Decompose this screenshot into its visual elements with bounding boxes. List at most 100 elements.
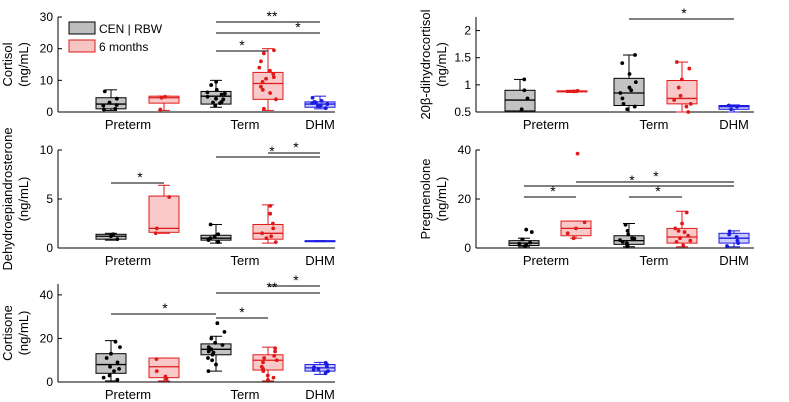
data-point — [264, 236, 269, 241]
legend-swatch — [68, 21, 96, 35]
y-axis-title: 20β-dihydrocortisol — [418, 9, 433, 119]
data-point — [676, 85, 681, 90]
data-point — [261, 360, 265, 365]
data-point — [209, 347, 214, 352]
data-point — [323, 371, 328, 376]
data-point — [153, 231, 158, 236]
x-category-label: Preterm — [105, 117, 151, 132]
data-point — [620, 96, 625, 101]
data-point — [623, 222, 628, 227]
box-cen-rbw-preterm — [95, 232, 127, 242]
data-point — [112, 369, 116, 374]
data-point — [214, 362, 218, 367]
data-point — [315, 104, 320, 109]
data-point — [219, 92, 224, 97]
x-category-label: Term — [231, 117, 260, 132]
data-point — [115, 377, 120, 382]
box-iqr — [148, 357, 180, 379]
data-point — [618, 91, 623, 95]
y-axis-title: Cortisol — [0, 42, 15, 86]
data-point — [678, 236, 682, 241]
data-point — [735, 104, 739, 109]
data-point — [625, 228, 630, 233]
data-point — [265, 373, 270, 378]
legend-swatch — [68, 39, 96, 53]
box-6-months-preterm — [556, 88, 588, 94]
data-point — [520, 237, 525, 242]
data-point — [273, 346, 278, 351]
y-axis-units: (ng/mL) — [16, 311, 31, 356]
data-point — [216, 240, 221, 245]
box-iqr — [718, 104, 750, 110]
data-point — [522, 77, 527, 82]
data-point — [154, 226, 159, 231]
box-6-months-preterm — [560, 151, 592, 241]
data-point — [624, 241, 629, 246]
significance-label: * — [293, 139, 299, 155]
box-cen-rbw-preterm — [508, 227, 540, 248]
x-category-label: DHM — [719, 117, 749, 132]
data-point — [115, 237, 120, 242]
data-point — [272, 353, 277, 358]
data-point — [325, 102, 330, 106]
data-point — [154, 369, 159, 374]
box-iqr — [148, 195, 180, 233]
data-point — [206, 345, 211, 350]
data-point — [101, 375, 106, 380]
data-point — [729, 107, 734, 112]
box-cen-rbw-preterm — [95, 89, 127, 112]
box-dhm-dhm — [304, 360, 336, 376]
data-point — [632, 236, 637, 241]
box-iqr — [613, 77, 645, 106]
data-point — [323, 360, 328, 365]
significance-label: * — [137, 169, 143, 185]
significance-label: * — [295, 19, 301, 35]
x-category-label: Preterm — [523, 117, 569, 132]
data-point — [686, 233, 691, 238]
data-point — [261, 51, 266, 56]
y-tick-label: 20 — [40, 331, 54, 345]
box-dhm-dhm — [718, 103, 750, 113]
x-category-label: DHM — [305, 253, 335, 268]
y-axis-title: Dehydroepiandrosterone — [0, 127, 15, 270]
data-point — [517, 241, 522, 246]
data-point — [565, 231, 570, 236]
data-point — [524, 227, 529, 232]
chart-panel-3: 0 5 10 Dehydroepiandrosterone (ng/mL) Preterm… — [0, 127, 336, 271]
data-point — [102, 107, 106, 112]
data-point — [633, 80, 638, 85]
data-point — [272, 48, 276, 53]
data-point — [220, 343, 225, 347]
data-point — [211, 100, 215, 105]
significance-label: ** — [267, 8, 278, 24]
data-point — [154, 357, 159, 362]
data-point — [262, 106, 266, 111]
data-point — [260, 87, 265, 92]
data-point — [101, 103, 106, 108]
box-cen-rbw-term — [613, 222, 645, 248]
data-point — [727, 232, 732, 237]
data-point — [163, 94, 168, 99]
significance-label: * — [550, 183, 556, 199]
x-category-label: Term — [640, 253, 669, 268]
data-point — [687, 66, 692, 71]
data-point — [214, 80, 219, 84]
data-point — [672, 98, 677, 102]
y-tick-label: 10 — [40, 73, 54, 87]
box-iqr — [252, 354, 284, 371]
significance-label: * — [239, 304, 245, 320]
data-point — [268, 203, 273, 208]
data-point — [528, 240, 532, 245]
data-point — [627, 72, 632, 76]
y-tick-label: 40 — [40, 288, 54, 302]
data-point — [274, 97, 278, 102]
data-point — [273, 349, 277, 354]
data-point — [582, 220, 587, 225]
data-point — [102, 89, 107, 94]
data-point — [118, 345, 122, 350]
data-point — [627, 85, 632, 90]
y-tick-label: 2 — [464, 24, 471, 38]
significance-label: * — [629, 172, 635, 188]
data-point — [725, 244, 729, 248]
x-category-label: Preterm — [105, 387, 151, 402]
